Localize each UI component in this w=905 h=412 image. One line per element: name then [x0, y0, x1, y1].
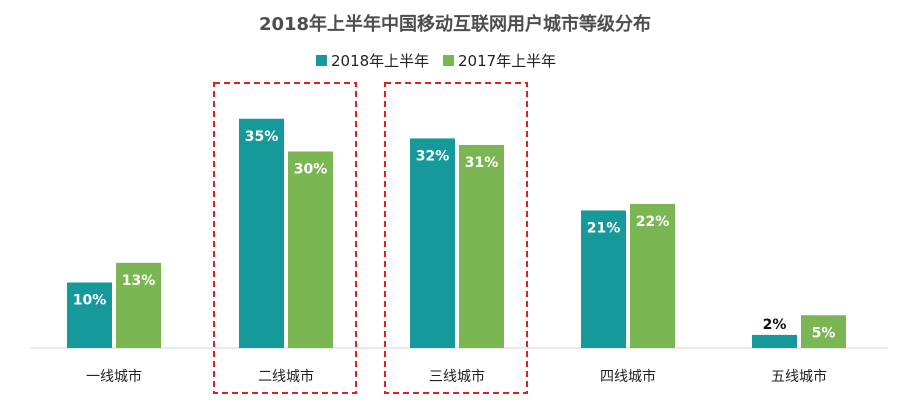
data-label: 13% [122, 273, 156, 289]
bar [581, 210, 626, 348]
category-label: 二线城市 [258, 368, 314, 385]
bar [239, 118, 284, 348]
data-label: 22% [636, 214, 670, 230]
highlight-box [384, 82, 528, 394]
bar [801, 315, 846, 348]
legend-swatch-2017 [443, 55, 454, 66]
bar [288, 151, 333, 348]
data-labels: 10% 13% 35% 30% 32% 31% 21% 22% 2% 5% [73, 129, 836, 342]
data-label: 30% [294, 162, 328, 178]
bar [630, 203, 675, 348]
data-label: 35% [245, 129, 279, 145]
legend-label-2017: 2017年上半年 [458, 52, 556, 70]
data-label: 5% [812, 325, 836, 341]
bars [67, 118, 846, 348]
chart-title: 2018年上半年中国移动互联网用户城市等级分布 [259, 13, 651, 35]
bar [410, 138, 455, 348]
bar [752, 334, 797, 348]
highlight-box [213, 82, 357, 394]
category-label: 三线城市 [429, 368, 485, 385]
data-label: 21% [587, 220, 621, 236]
bar [116, 262, 161, 348]
data-label: 10% [73, 293, 107, 309]
category-labels: 一线城市 二线城市 三线城市 四线城市 五线城市 [86, 368, 827, 385]
bar [459, 144, 504, 348]
category-label: 一线城市 [86, 368, 142, 385]
legend-swatch-2018 [316, 55, 327, 66]
bar [67, 282, 112, 348]
category-label: 五线城市 [771, 368, 827, 385]
legend: 2018年上半年 2017年上半年 [316, 52, 556, 70]
legend-label-2018: 2018年上半年 [331, 52, 429, 70]
category-label: 四线城市 [600, 368, 656, 385]
data-label: 2% [763, 317, 787, 333]
data-label: 32% [416, 148, 450, 164]
data-label: 31% [465, 155, 499, 171]
highlight-boxes [213, 82, 528, 394]
